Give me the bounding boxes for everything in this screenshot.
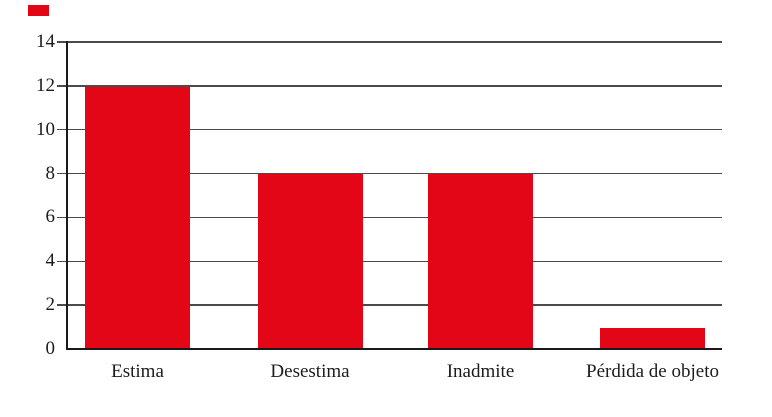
bar-p-rdida-de-objeto: [600, 327, 705, 348]
y-tick-label: 4: [45, 250, 56, 272]
gridline: [67, 304, 722, 306]
y-tick-label: 12: [36, 74, 55, 96]
gridline: [67, 128, 722, 131]
x-axis-line: [67, 348, 722, 350]
red-corner-marker: [28, 5, 49, 16]
bar-estima: [85, 86, 190, 348]
y-axis-tick: [57, 172, 67, 175]
y-axis-tick: [57, 41, 67, 43]
y-tick-label: 6: [45, 206, 56, 228]
category-label: Desestima: [270, 361, 350, 382]
y-axis-tick: [57, 128, 67, 131]
y-tick-label: 10: [36, 118, 55, 140]
y-axis-tick: [57, 260, 67, 263]
y-axis-tick: [57, 304, 67, 306]
gridline: [67, 85, 722, 87]
category-label: Inadmite: [446, 361, 515, 382]
gridline: [67, 172, 722, 175]
gridline: [67, 41, 722, 43]
y-axis-line: [66, 40, 68, 350]
gridline: [67, 260, 722, 263]
y-tick-label: 14: [36, 30, 55, 52]
category-label: Estima: [111, 361, 164, 382]
y-tick-label: 8: [45, 162, 56, 184]
gridline: [67, 216, 722, 219]
y-axis-tick: [57, 216, 67, 219]
y-tick-label: 2: [45, 294, 56, 316]
category-label: Pérdida de objeto: [586, 361, 719, 382]
bar-desestima: [257, 174, 363, 348]
y-axis-tick: [57, 85, 67, 87]
y-tick-label: 0: [45, 338, 56, 359]
bar-inadmite: [428, 174, 533, 348]
